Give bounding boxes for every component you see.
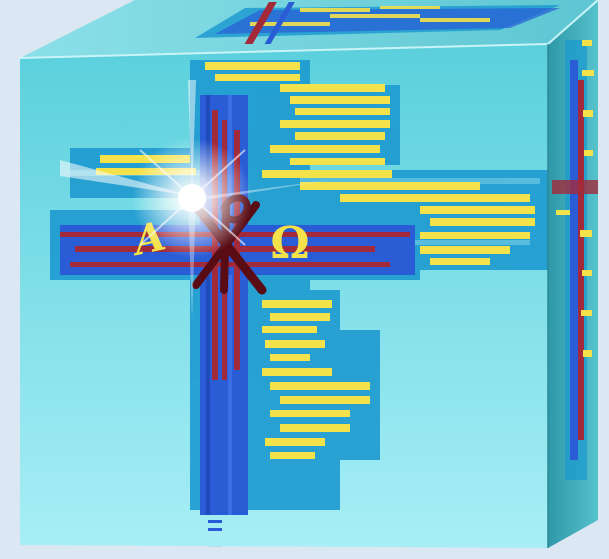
omega-symbol: Ω [270, 218, 309, 269]
top-face-cross [195, 2, 560, 44]
front-face-cross: A Ω [50, 60, 548, 548]
yellow-script-blocks [96, 62, 535, 459]
lens-flare [60, 80, 330, 320]
right-face-cross [552, 40, 598, 480]
